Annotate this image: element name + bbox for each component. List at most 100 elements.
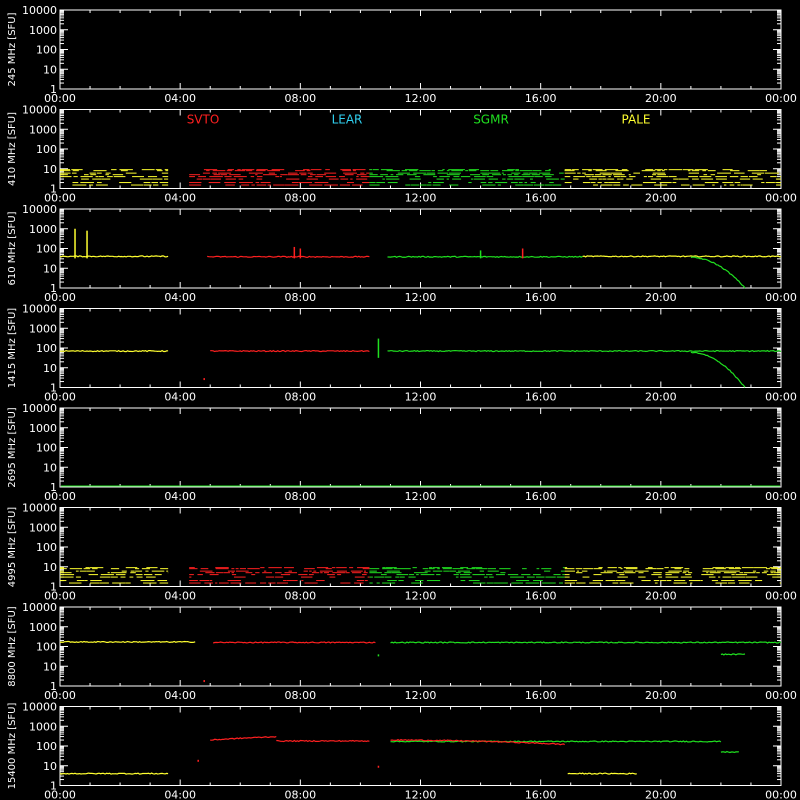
y-tick-label: 1000 [29,422,57,435]
panel-y-label: 610 MHz [SFU] [7,211,18,285]
y-tick-label: 1000 [29,123,57,136]
unit-label: [SFU] [7,12,18,39]
series-trace-sgmr [690,256,746,289]
panel-3: 1 10 100 1000 10000 00:00 04:00 08:00 12:00 16:00… [7,203,797,304]
x-tick-label: 08:00 [284,590,316,603]
x-tick-label: 16:00 [525,590,557,603]
y-tick-label: 10 [43,660,57,673]
x-tick-label: 00:00 [765,192,797,205]
y-tick-label: 10000 [22,4,57,17]
x-tick-label: 16:00 [525,490,557,503]
x-tick-label: 20:00 [645,391,677,404]
series-trace-svto [390,738,565,746]
x-tick-label: 00:00 [44,490,76,503]
y-tick-label: 1 [50,581,57,594]
x-tick-label: 04:00 [164,391,196,404]
series-trace-pale [59,772,169,775]
x-tick-label: 12:00 [405,291,437,304]
y-tick-label: 10 [43,63,57,76]
panel-data [60,169,781,186]
panel-data [59,228,782,289]
panel-1: 1 10 100 1000 10000 00:00 04:00 08:00 12:00 16:00… [7,4,797,105]
x-tick-label: 20:00 [645,192,677,205]
x-tick-label: 00:00 [44,590,76,603]
series-trace-sgmr [390,740,722,743]
x-tick-label: 12:00 [405,789,437,800]
panel-y-label: 4995 MHz [SFU] [7,507,18,588]
x-tick-label: 08:00 [284,192,316,205]
y-tick-label: 10 [43,561,57,574]
series-trace-sgmr [690,351,746,388]
panel-frame [59,706,782,786]
x-tick-label: 20:00 [645,689,677,702]
x-tick-label: 04:00 [164,92,196,105]
y-tick-label: 10000 [22,502,57,515]
frequency-label: 4995 MHz [7,534,18,587]
x-tick-label: 04:00 [164,789,196,800]
x-tick-label: 08:00 [284,490,316,503]
y-tick-label: 1000 [29,521,57,534]
x-tick-label: 12:00 [405,590,437,603]
unit-label: [SFU] [7,407,18,434]
y-tick-label: 100 [36,641,57,654]
panel-4: 1 10 100 1000 10000 00:00 04:00 08:00 12:00 16:00… [7,303,797,404]
series-trace-pale [59,349,169,353]
y-tick-label: 10 [43,461,57,474]
y-tick-label: 1 [50,382,57,395]
x-tick-label: 12:00 [405,192,437,205]
x-tick-label: 04:00 [164,192,196,205]
y-tick-label: 1 [50,83,57,96]
x-tick-label: 08:00 [284,789,316,800]
y-tick-label: 10000 [22,402,57,415]
x-tick-label: 08:00 [284,689,316,702]
series-trace-pale [59,255,169,258]
x-tick-label: 00:00 [765,291,797,304]
series-trace-sgmr [387,349,782,353]
x-tick-label: 16:00 [525,789,557,800]
y-tick-label: 1 [50,183,57,196]
y-tick-label: 10000 [22,601,57,614]
y-tick-label: 1000 [29,322,57,335]
x-tick-label: 16:00 [525,689,557,702]
panel-y-label: 2695 MHz [SFU] [7,407,18,488]
series-trace-svto [276,739,370,743]
panel-6: 1 10 100 1000 10000 00:00 04:00 08:00 12:00 16:00… [7,502,797,603]
x-tick-label: 00:00 [44,689,76,702]
series-trace-sgmr [720,653,746,656]
unit-label: [SFU] [7,211,18,238]
frequency-label: 2695 MHz [7,435,18,488]
y-tick-label: 10 [43,163,57,176]
y-tick-label: 100 [36,342,57,355]
x-tick-label: 00:00 [44,789,76,800]
panel-frame [59,407,782,488]
frequency-label: 15400 MHz [7,730,18,790]
x-tick-label: 00:00 [44,192,76,205]
y-tick-label: 1 [50,481,57,494]
frequency-label: 610 MHz [7,239,18,286]
legend-pale: PALE [622,113,651,127]
panel-y-label: 245 MHz [SFU] [7,12,18,86]
x-tick-label: 16:00 [525,192,557,205]
series-trace-sgmr [720,750,739,754]
panel-data [59,640,782,683]
frequency-label: 8800 MHz [7,634,18,687]
y-tick-label: 1 [50,680,57,693]
x-tick-label: 04:00 [164,590,196,603]
x-tick-label: 00:00 [44,391,76,404]
series-trace-sgmr [387,255,583,258]
y-tick-label: 10000 [22,104,57,117]
y-tick-label: 10 [43,262,57,275]
x-tick-label: 08:00 [284,391,316,404]
y-tick-label: 100 [36,541,57,554]
y-tick-label: 10 [43,362,57,375]
x-tick-label: 12:00 [405,391,437,404]
series-trace-sgmr [390,641,782,644]
x-tick-label: 08:00 [284,291,316,304]
x-tick-label: 00:00 [765,789,797,800]
unit-label: [SFU] [7,308,18,335]
legend-lear: LEAR [332,113,363,127]
panel-frame [59,9,782,90]
frequency-label: 245 MHz [7,40,18,87]
panel-y-label: 1415 MHz [SFU] [7,308,18,389]
